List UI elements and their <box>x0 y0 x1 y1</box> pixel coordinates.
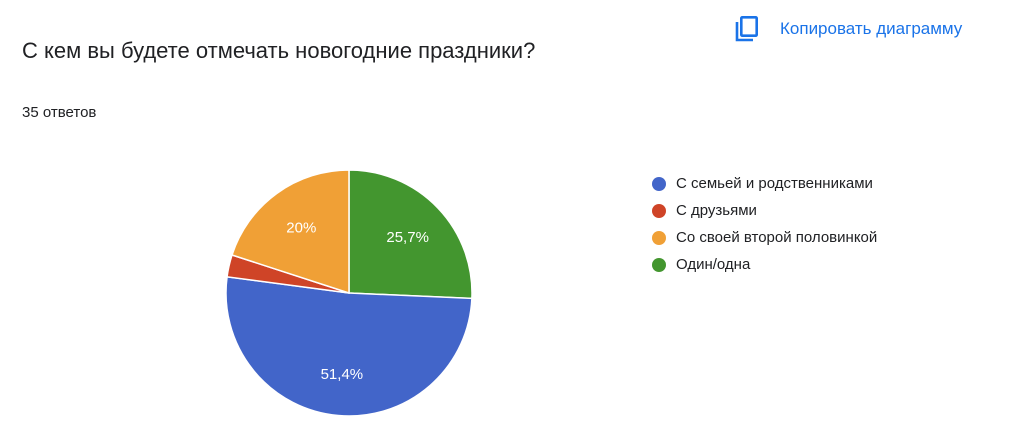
legend-swatch <box>652 230 666 245</box>
legend-label: Один/одна <box>676 256 751 273</box>
chart-legend: С семьей и родственниками С друзьями Со св… <box>652 170 877 278</box>
legend-item[interactable]: С семьей и родственниками <box>652 170 877 197</box>
legend-label: С друзьями <box>676 202 757 219</box>
legend-swatch <box>652 176 666 191</box>
slice-label: 20% <box>286 219 316 236</box>
legend-item[interactable]: С друзьями <box>652 197 877 224</box>
slice-label: 25,7% <box>386 229 429 246</box>
question-title: С кем вы будете отмечать новогодние праз… <box>22 38 536 63</box>
legend-item[interactable]: Один/одна <box>652 251 877 278</box>
legend-label: С семьей и родственниками <box>676 175 873 192</box>
slice-label: 51,4% <box>321 366 364 383</box>
legend-item[interactable]: Со своей второй половинкой <box>652 224 877 251</box>
pie-slice[interactable] <box>225 275 473 417</box>
legend-swatch <box>652 257 666 272</box>
copy-chart-button[interactable]: Копировать диаграмму <box>734 12 962 46</box>
pie-slice[interactable] <box>231 169 350 295</box>
pie-slice[interactable] <box>348 169 473 300</box>
legend-swatch <box>652 203 666 218</box>
legend-label: Со своей второй половинкой <box>676 229 878 246</box>
response-count: 35 ответов <box>22 104 97 121</box>
copy-chart-label: Копировать диаграмму <box>780 19 963 38</box>
copy-icon <box>735 15 758 42</box>
